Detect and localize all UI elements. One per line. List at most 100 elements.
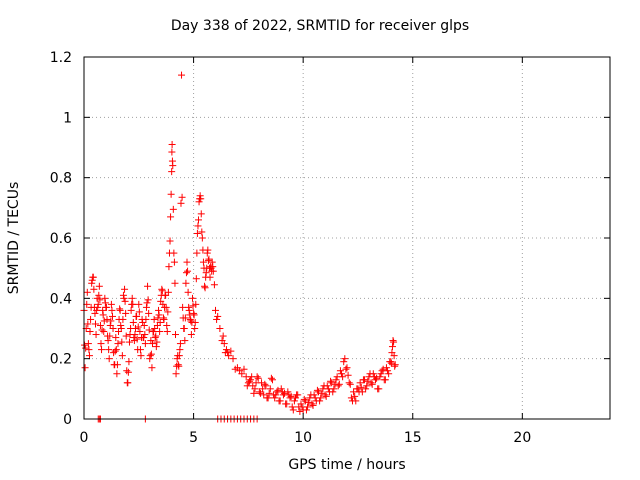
data-point: [309, 401, 317, 409]
data-point: [84, 340, 92, 348]
data-point: [124, 368, 132, 376]
data-point: [268, 376, 276, 384]
data-point: [339, 373, 347, 381]
data-point: [155, 311, 163, 319]
data-point: [155, 306, 163, 314]
data-point: [335, 380, 343, 388]
data-point: [159, 314, 167, 322]
data-point: [267, 374, 275, 382]
data-point: [204, 246, 212, 254]
data-point: [196, 192, 204, 200]
data-point: [264, 394, 272, 402]
data-point: [143, 299, 151, 307]
data-point: [318, 389, 326, 397]
data-point: [276, 397, 284, 405]
data-point: [391, 362, 399, 370]
data-point: [191, 325, 199, 332]
data-point: [185, 306, 193, 314]
data-point: [90, 285, 98, 293]
data-point: [195, 198, 203, 206]
data-point: [119, 291, 127, 299]
data-point: [171, 279, 179, 287]
data-point: [139, 318, 147, 326]
data-point: [125, 338, 133, 346]
data-point: [184, 267, 192, 275]
y-axis-label: SRMTID / TECUs: [6, 181, 22, 295]
data-point: [113, 361, 121, 369]
data-point: [99, 311, 107, 319]
data-point: [227, 347, 235, 355]
data-point: [147, 350, 155, 358]
data-point: [165, 263, 173, 271]
data-point: [321, 391, 329, 399]
data-point: [225, 352, 233, 360]
data-point: [146, 352, 154, 360]
data-point: [108, 312, 116, 320]
data-point: [177, 199, 185, 207]
y-tick-label: 0: [63, 412, 72, 428]
data-point: [345, 379, 353, 387]
data-point: [272, 391, 280, 399]
data-point: [105, 346, 113, 354]
data-point: [168, 140, 176, 148]
data-point: [91, 309, 99, 317]
data-point: [118, 338, 126, 346]
data-point: [94, 300, 102, 308]
data-point: [187, 317, 195, 325]
data-point: [375, 385, 383, 393]
data-point: [251, 385, 259, 393]
data-point: [81, 364, 89, 372]
data-point: [347, 394, 355, 402]
x-tick-label: 20: [513, 430, 531, 446]
y-tick-label: 1.2: [50, 50, 72, 66]
data-point: [212, 306, 219, 314]
data-points: [80, 71, 399, 423]
data-point: [190, 309, 198, 317]
data-point: [168, 148, 176, 156]
data-point: [181, 337, 189, 345]
data-point: [290, 397, 298, 405]
data-point: [283, 400, 291, 408]
data-point: [148, 364, 156, 372]
data-point: [390, 338, 398, 346]
data-point: [129, 300, 137, 308]
data-point: [329, 388, 337, 396]
data-point: [343, 364, 351, 372]
data-point: [190, 311, 198, 319]
data-point: [387, 359, 395, 367]
data-point: [256, 389, 264, 397]
data-point: [182, 279, 190, 287]
data-point: [387, 358, 395, 366]
data-point: [140, 321, 148, 329]
data-point: [376, 373, 384, 381]
data-point: [199, 258, 207, 266]
data-point: [174, 361, 182, 369]
data-point: [175, 352, 183, 360]
data-point: [342, 365, 350, 373]
data-point: [229, 355, 237, 363]
data-point: [344, 371, 352, 379]
data-point: [222, 346, 230, 354]
data-point: [163, 321, 171, 329]
data-point: [128, 294, 136, 302]
data-point: [167, 190, 175, 198]
data-point: [121, 297, 129, 305]
data-point: [156, 318, 164, 326]
data-point: [144, 296, 152, 304]
data-point: [112, 346, 120, 354]
data-point: [152, 332, 160, 340]
data-point: [180, 325, 188, 332]
data-point: [122, 309, 130, 317]
data-point: [388, 343, 396, 351]
data-point: [141, 340, 149, 348]
data-point: [140, 334, 148, 342]
data-point: [255, 388, 263, 396]
data-point: [351, 392, 359, 400]
data-point: [95, 282, 103, 290]
x-tick-label: 0: [80, 430, 89, 446]
data-point: [330, 385, 338, 393]
data-point: [100, 328, 108, 336]
data-point: [127, 306, 135, 314]
data-point: [363, 382, 371, 390]
data-point: [141, 331, 149, 339]
